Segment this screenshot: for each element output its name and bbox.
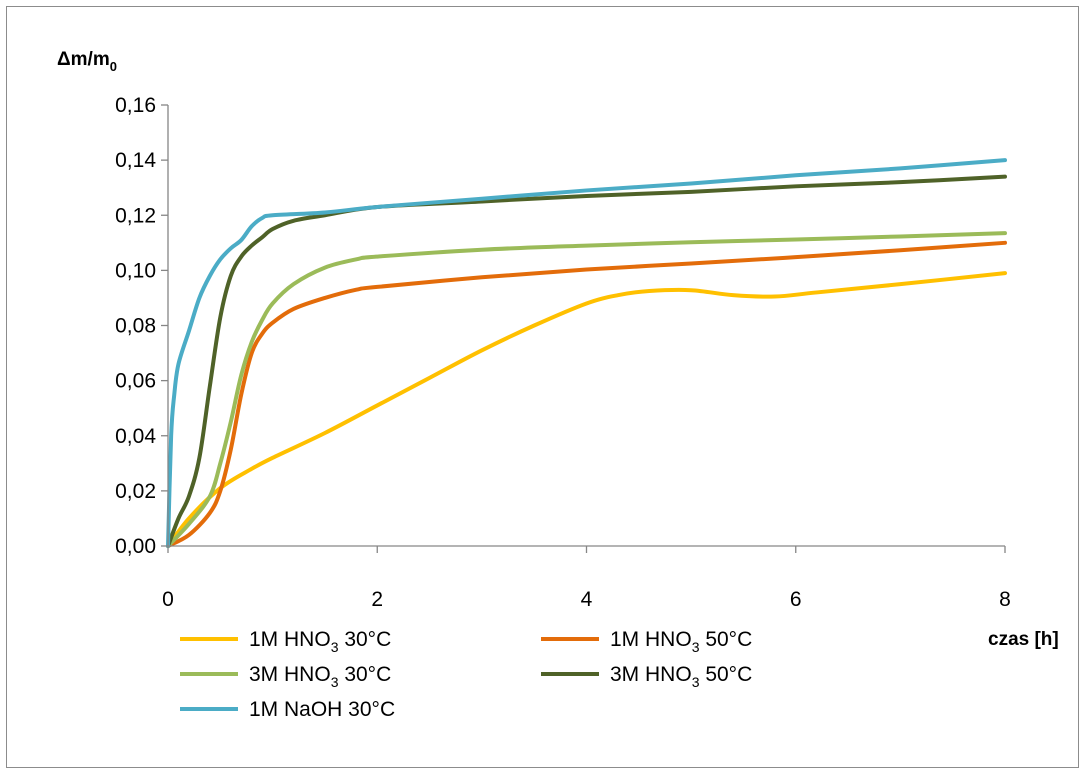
legend: 1M HNO3 30°C 1M HNO3 50°C 3M HNO3 30°C 3M H… [180,628,752,721]
series-layer [166,158,1007,548]
y-axis-title: Δm/m0 [57,49,117,74]
legend-label: 3M HNO3 50°C [610,663,752,690]
y-tick-label: 0,12 [115,204,156,227]
y-tick-label: 0,08 [115,315,156,338]
x-tick-label: 8 [999,588,1011,611]
series-line-2 [166,240,1007,548]
y-tick-label: 0,10 [115,259,156,282]
x-tick-label: 2 [371,588,383,611]
chart-frame: Δm/m0 0,00 0,02 0,04 0,06 0,08 0,10 0,12 0,14 0,… [6,6,1079,768]
series-line-4 [166,174,1007,548]
x-axis-title: czas [h] [988,629,1059,650]
legend-label: 1M NaOH 30°C [249,698,395,721]
line-chart: Δm/m0 0,000,020,040,060,080,100,120,140,… [57,49,1059,721]
x-tick-label: 6 [790,588,802,611]
y-tick-label: 0,14 [115,149,156,172]
y-tick-label: 0,16 [115,94,156,117]
y-tick-label: 0,00 [115,535,156,558]
series-line-3 [166,231,1007,548]
x-tick-label: 0 [162,588,174,611]
x-tick-label: 4 [581,588,593,611]
legend-label: 3M HNO3 30°C [249,663,391,690]
legend-label: 1M HNO3 30°C [249,628,391,655]
axes: 0,00 0,02 0,04 0,06 0,08 0,10 0,12 0,14 0,16 0 2 4 6… [115,94,1011,611]
y-tick-label: 0,06 [115,370,156,393]
series-line-1 [166,271,1007,548]
y-tick-label: 0,02 [115,480,156,503]
series-line-5 [166,158,1007,548]
legend-label: 1M HNO3 50°C [610,628,752,655]
y-tick-label: 0,04 [115,425,156,448]
